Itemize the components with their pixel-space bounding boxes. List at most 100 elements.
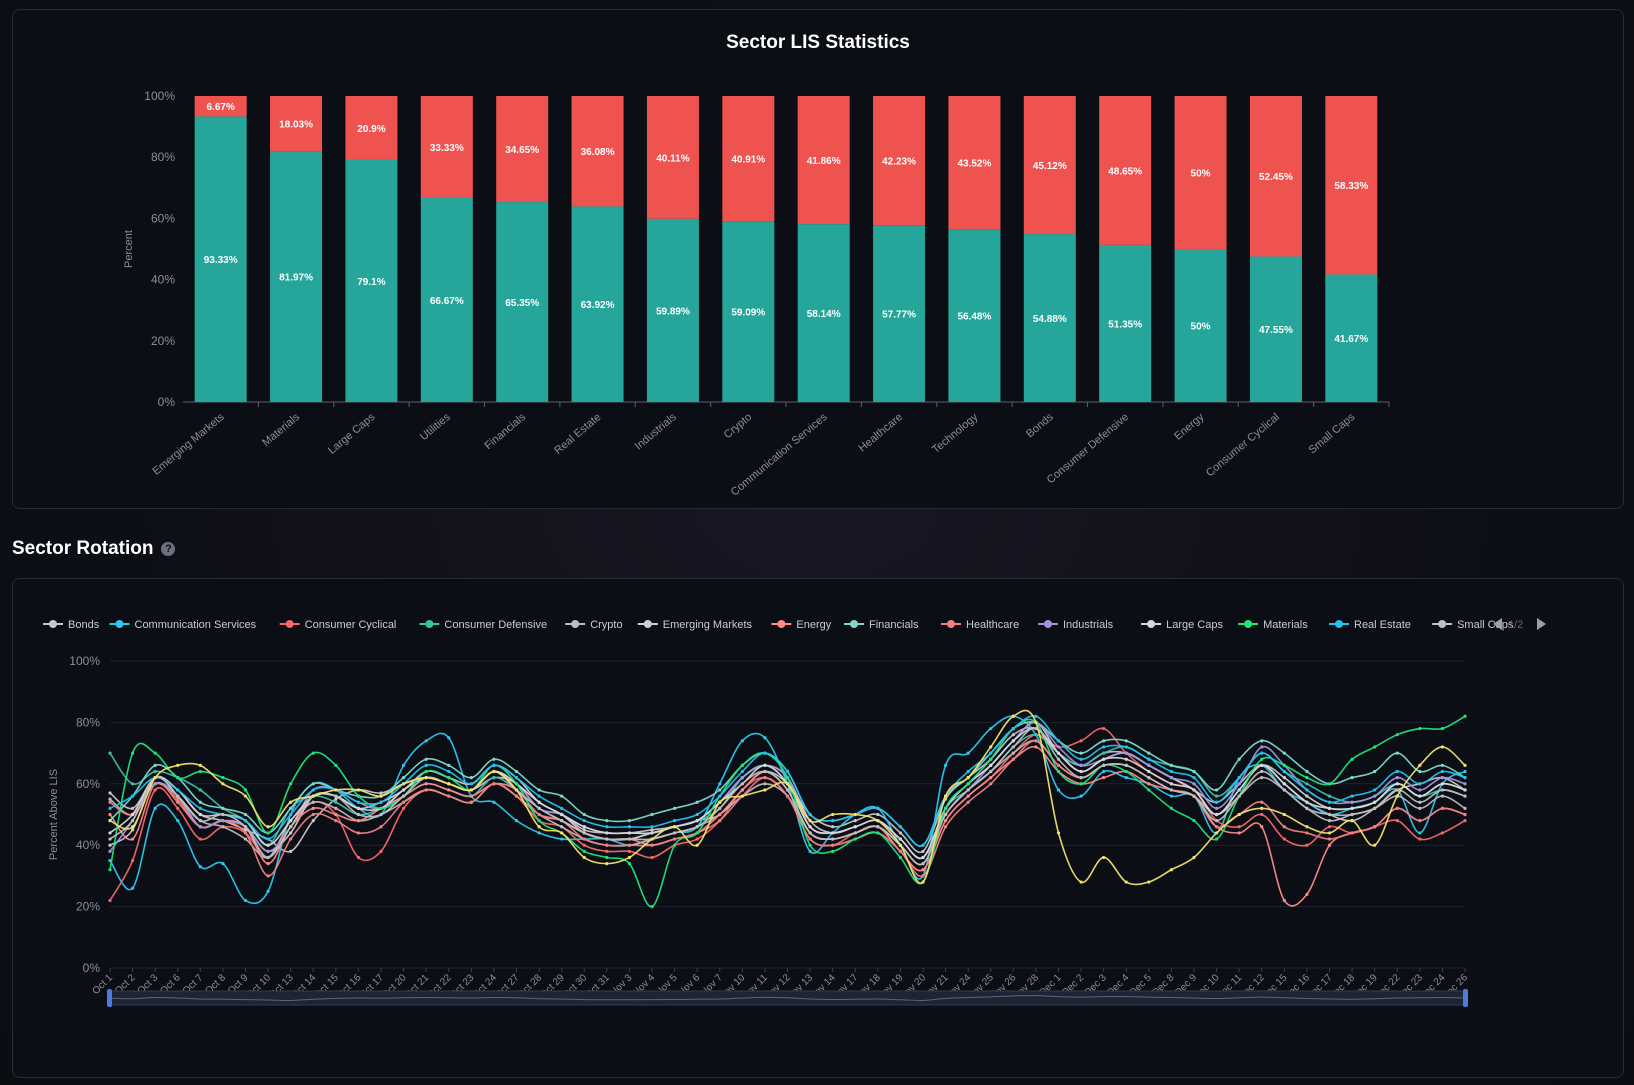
legend-marker-icon xyxy=(1438,620,1447,628)
data-point xyxy=(447,769,451,774)
legend-item-materials[interactable]: Materials xyxy=(1238,619,1308,631)
data-point xyxy=(672,825,677,829)
data-point xyxy=(1056,757,1061,761)
legend-item-healthcare[interactable]: Healthcare xyxy=(941,619,1019,631)
data-point xyxy=(763,751,767,755)
legend-label: Emerging Markets xyxy=(663,619,753,631)
data-point xyxy=(1327,800,1332,804)
data-point xyxy=(492,776,496,780)
legend-item-large-caps[interactable]: Large Caps xyxy=(1141,619,1223,631)
legend-item-consumer-cyclical[interactable]: Consumer Cyclical xyxy=(279,619,397,631)
legend-label: Consumer Defensive xyxy=(444,619,547,631)
data-point xyxy=(1440,806,1445,810)
data-point xyxy=(401,763,406,767)
data-point xyxy=(108,819,112,823)
data-point xyxy=(266,855,270,860)
data-point xyxy=(334,788,338,792)
data-point xyxy=(560,812,564,817)
data-point xyxy=(560,819,564,823)
bar-bonds-above xyxy=(1023,234,1076,402)
legend-next-icon[interactable] xyxy=(1537,618,1546,630)
data-point xyxy=(740,794,744,798)
data-point xyxy=(1327,819,1332,823)
data-point xyxy=(289,782,293,786)
bar-technology-above xyxy=(948,229,1001,402)
data-point xyxy=(469,788,473,792)
data-point xyxy=(243,819,248,823)
data-point xyxy=(605,837,609,841)
data-point xyxy=(672,819,677,823)
data-point xyxy=(853,825,857,829)
data-point xyxy=(1373,825,1377,829)
data-point xyxy=(537,806,541,810)
legend-marker-icon xyxy=(49,620,57,628)
data-point xyxy=(1214,819,1219,823)
data-point xyxy=(130,886,135,890)
data-point xyxy=(785,782,790,786)
data-point xyxy=(176,797,180,801)
zoom-slider-handle-left[interactable] xyxy=(107,989,112,1007)
data-point xyxy=(605,849,609,853)
data-point xyxy=(582,812,586,817)
data-point xyxy=(1440,794,1445,798)
y-tick-label: 20% xyxy=(151,334,175,348)
help-icon[interactable]: ? xyxy=(161,542,176,556)
legend-prev-icon[interactable] xyxy=(1493,618,1502,630)
data-point xyxy=(198,812,202,817)
data-point xyxy=(1282,812,1286,817)
bar-healthcare-below xyxy=(873,96,926,226)
legend-item-industrials[interactable]: Industrials xyxy=(1038,619,1114,631)
data-point xyxy=(1214,837,1219,841)
legend-item-financials[interactable]: Financials xyxy=(844,619,919,631)
legend-item-emerging-markets[interactable]: Emerging Markets xyxy=(637,619,753,631)
x-tick-label: Energy xyxy=(1172,411,1207,443)
legend-item-communication-services[interactable]: Communication Services xyxy=(109,619,257,631)
data-point xyxy=(311,751,315,755)
data-point xyxy=(266,831,270,835)
data-point xyxy=(1034,733,1038,737)
data-point xyxy=(153,788,157,792)
data-point xyxy=(582,831,586,835)
data-point xyxy=(356,831,361,835)
data-point xyxy=(1056,739,1061,743)
data-point xyxy=(1169,794,1174,798)
data-point xyxy=(695,825,699,829)
data-point xyxy=(672,831,677,835)
data-point xyxy=(1147,788,1151,792)
bar-data-label: 56.48% xyxy=(957,312,991,323)
zoom-slider-handle-right[interactable] xyxy=(1463,989,1468,1007)
data-point xyxy=(221,825,225,829)
data-point xyxy=(582,828,586,832)
data-point xyxy=(876,806,880,810)
legend-item-consumer-defensive[interactable]: Consumer Defensive xyxy=(419,619,547,631)
data-point xyxy=(989,745,993,749)
data-point xyxy=(560,806,564,810)
legend-marker-icon xyxy=(850,620,858,628)
data-point xyxy=(1237,776,1241,780)
data-point xyxy=(1418,788,1422,792)
data-point xyxy=(198,819,202,823)
data-point xyxy=(943,819,948,823)
data-point xyxy=(921,849,925,853)
data-point xyxy=(1079,763,1083,767)
data-point xyxy=(763,782,767,786)
legend-item-real-estate[interactable]: Real Estate xyxy=(1329,619,1411,631)
data-point xyxy=(447,782,451,786)
data-point xyxy=(243,794,248,798)
data-point xyxy=(1305,788,1309,792)
data-point xyxy=(401,806,406,810)
data-point xyxy=(108,751,112,755)
data-point xyxy=(198,800,202,804)
data-point xyxy=(1418,831,1422,835)
data-point xyxy=(989,776,993,780)
data-point xyxy=(1102,763,1106,767)
data-point xyxy=(1214,794,1219,798)
legend-item-crypto[interactable]: Crypto xyxy=(565,619,623,631)
legend-item-bonds[interactable]: Bonds xyxy=(43,619,100,631)
legend-item-energy[interactable]: Energy xyxy=(771,619,832,631)
data-point xyxy=(108,837,112,841)
data-point xyxy=(1079,776,1083,780)
data-point xyxy=(1440,763,1445,767)
data-point xyxy=(627,837,632,841)
data-point xyxy=(1079,751,1083,755)
